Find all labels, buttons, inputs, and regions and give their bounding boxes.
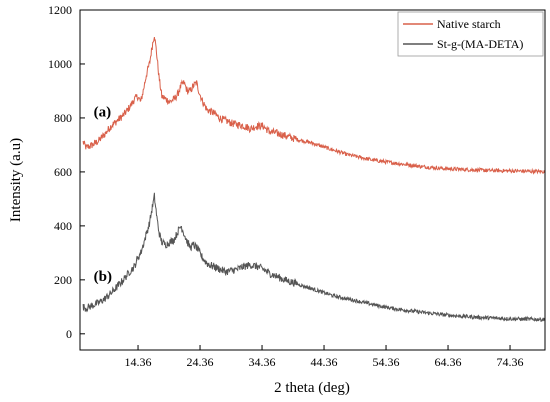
y-tick-label: 1200 — [48, 3, 72, 17]
y-axis-label: Intensity (a.u) — [8, 138, 24, 222]
series-line-native-starch — [82, 37, 546, 175]
series-layer — [82, 37, 546, 322]
x-tick-label: 54.36 — [373, 355, 400, 369]
x-axis-label: 2 theta (deg) — [274, 380, 350, 396]
series-line-st-g-ma-deta — [82, 192, 546, 322]
y-tick-label: 400 — [54, 219, 72, 233]
x-tick-label: 44.36 — [311, 355, 338, 369]
x-tick-label: 34.36 — [249, 355, 276, 369]
x-tick-label: 74.36 — [497, 355, 524, 369]
y-tick-label: 800 — [54, 111, 72, 125]
x-axis: 14.36 24.36 34.36 44.36 54.36 64.36 74.36 — [125, 345, 524, 369]
y-axis: 0 200 400 600 800 1000 1200 — [48, 3, 85, 341]
legend: Native starch St-g-(MA-DETA) — [397, 11, 544, 57]
annotation-label-b: (b) — [94, 269, 112, 285]
legend-label-st-g-ma-deta: St-g-(MA-DETA) — [437, 37, 523, 51]
y-tick-label: 200 — [54, 273, 72, 287]
y-tick-label: 0 — [66, 327, 72, 341]
legend-box — [397, 11, 544, 57]
x-tick-label: 24.36 — [187, 355, 214, 369]
annotation-layer: (a) (b) — [94, 105, 112, 286]
x-tick-label: 14.36 — [125, 355, 152, 369]
plot-frame — [79, 9, 546, 351]
annotation-label-a: (a) — [94, 105, 112, 121]
legend-label-native-starch: Native starch — [437, 17, 501, 31]
y-tick-label: 600 — [54, 165, 72, 179]
y-tick-label: 1000 — [48, 57, 72, 71]
x-tick-label: 64.36 — [435, 355, 462, 369]
